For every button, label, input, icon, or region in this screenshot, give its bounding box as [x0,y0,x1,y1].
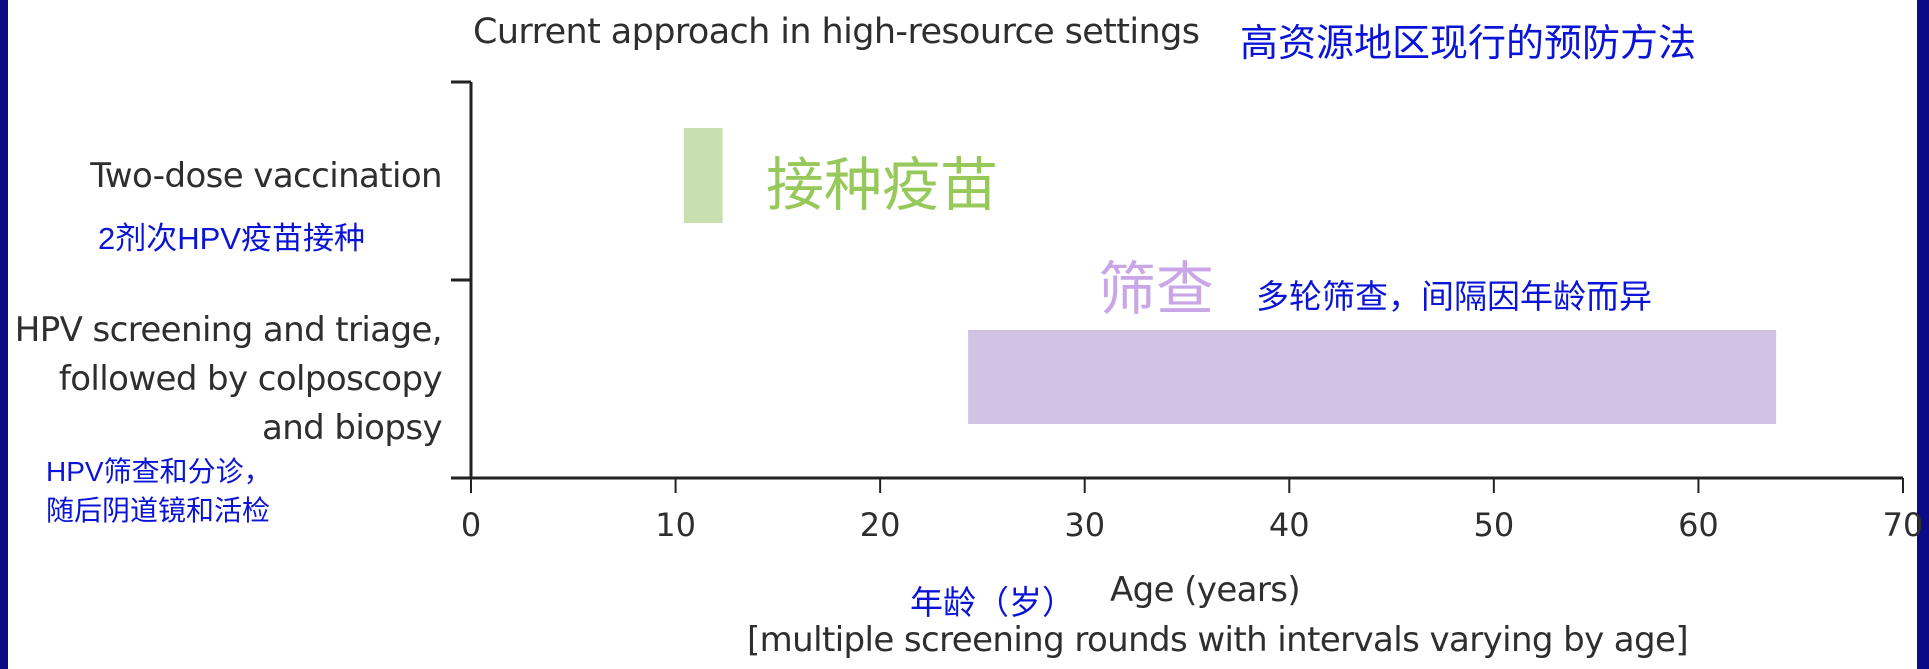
x-axis-note: [multiple screening rounds with interval… [747,620,1689,660]
x-tick-label-10: 10 [655,506,696,544]
vaccination-annotation: 接种疫苗 [766,153,999,218]
screening-annotation: 筛查 [1098,257,1215,322]
x-axis-label-cn: 年龄（岁） [910,584,1075,621]
chart-title-cn: 高资源地区现行的预防方法 [1240,23,1697,65]
row-label-vaccination-cn: 2剂次HPV疫苗接种 [98,221,365,256]
row-label-screening-line-2: followed by colposcopy [58,359,443,399]
row-label-screening-cn-line-2: 随后阴道镜和活检 [46,495,271,526]
row-label-screening-line-1: HPV screening and triage, [14,310,443,350]
x-tick-label-0: 0 [461,506,481,544]
row-label-screening-cn-line-1: HPV筛查和分诊， [46,456,272,487]
row-label-screening-line-3: and biopsy [261,408,443,448]
x-tick-label-70: 70 [1883,506,1924,544]
right-frame-strip [1917,0,1929,669]
vaccination-bar [683,128,723,223]
chart-title: Current approach in high-resource settin… [473,12,1200,52]
x-tick-label-50: 50 [1473,506,1514,544]
x-tick-label-20: 20 [860,506,901,544]
screening-note: 多轮筛查，间隔因年龄而异 [1256,278,1652,315]
x-tick-label-60: 60 [1678,506,1719,544]
x-tick-label-40: 40 [1269,506,1310,544]
left-frame-strip [0,0,8,669]
row-label-vaccination: Two-dose vaccination [90,156,442,196]
screening-bar [968,330,1777,424]
x-axis-label: Age (years) [1110,570,1301,610]
x-tick-label-30: 30 [1064,506,1105,544]
